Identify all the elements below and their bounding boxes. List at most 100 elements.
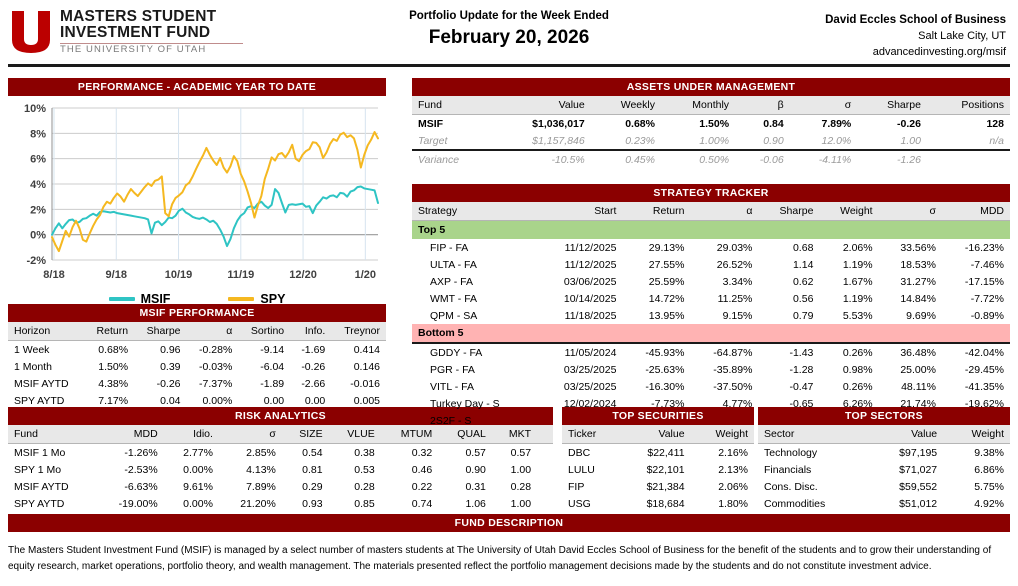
table-cell: 0.32	[411, 446, 433, 459]
table-cell: -1.43	[789, 346, 814, 359]
table-cell: -19.00%	[118, 497, 158, 510]
table-cell: QPM - SA	[430, 309, 478, 322]
legend-swatch-spy	[228, 297, 255, 301]
table-row: LULU $22,101 2.13%	[562, 461, 754, 478]
column-header: Treynor	[331, 322, 386, 341]
top-sectors-panel: TOP SECTORS Sector Value Weight Technology…	[758, 407, 1010, 512]
column-header: Monthly	[660, 96, 736, 115]
table-cell: 21.74%	[900, 397, 936, 410]
table-cell: 0.00	[263, 394, 285, 407]
table-cell	[537, 444, 553, 462]
table-cell: 0.93	[302, 497, 323, 510]
column-header: Weekly	[590, 96, 661, 115]
table-cell: 21.20%	[240, 497, 276, 510]
table-cell: 1.50%	[699, 117, 730, 130]
table-cell: 5.53%	[842, 309, 873, 322]
table-row: VITL - FA 03/25/2025 -16.30% -37.50% -0.47 0.…	[412, 378, 1010, 395]
table-cell: -19.62%	[964, 397, 1004, 410]
table-cell	[537, 495, 553, 512]
table-cell: 0.04	[160, 394, 181, 407]
table-cell: -7.72%	[970, 292, 1004, 305]
table-cell: PGR - FA	[430, 363, 475, 376]
svg-text:11/19: 11/19	[227, 269, 254, 281]
table-cell: SPY AYTD	[14, 497, 65, 510]
table-cell: 2S2F - S	[430, 414, 472, 427]
table-cell: 25.00%	[900, 363, 936, 376]
column-header: MTUM	[380, 425, 439, 444]
table-cell: 0.00%	[183, 497, 213, 510]
table-cell: Turkey Day - S	[430, 397, 500, 410]
table-group-row: Top 5	[412, 220, 1010, 239]
table-cell: -35.89%	[713, 363, 753, 376]
top-sectors-title: TOP SECTORS	[758, 407, 1010, 425]
table-body: MSIF $1,036,017 0.68% 1.50% 0.84 7.89% -0.26 12…	[412, 115, 1010, 169]
table-cell: 4.38%	[98, 377, 129, 390]
table-row: DBC $22,411 2.16%	[562, 444, 754, 462]
table-cell: 1.50%	[98, 360, 129, 373]
table-row: MSIF AYTD -6.63% 9.61% 7.89% 0.29 0.28 0.22 0.3…	[8, 478, 553, 495]
column-header: Sortino	[238, 322, 291, 341]
table-cell: 11/12/2025	[564, 258, 617, 271]
fund-description-title: FUND DESCRIPTION	[8, 514, 1010, 532]
table-cell: 0.005	[353, 394, 380, 407]
table-cell: 7.89%	[821, 117, 852, 130]
table-cell: Commodities	[764, 497, 826, 510]
table-cell: -4.11%	[818, 153, 852, 166]
table-cell: USG	[568, 497, 591, 510]
table-cell: 5.75%	[974, 480, 1004, 493]
svg-text:9/18: 9/18	[106, 269, 127, 281]
column-header: Sharpe	[758, 202, 820, 221]
performance-chart-svg: -2% 0% 2% 4% 6% 8% 10% 8/18 9/18 10/19 11/19 12/20 1…	[24, 103, 379, 281]
website-url: advancedinvesting.org/msif	[872, 45, 1006, 58]
table-cell: -2.66	[301, 377, 326, 390]
table-cell: -7.73%	[651, 397, 685, 410]
table-cell: 0.00%	[202, 394, 233, 407]
column-header: σ	[878, 202, 942, 221]
table-cell: -7.46%	[970, 258, 1004, 271]
table-cell: 0.50%	[699, 153, 730, 166]
table-cell: 9.69%	[906, 309, 936, 322]
table-cell: Variance	[418, 153, 460, 166]
column-header: Strategy	[412, 202, 537, 221]
table-cell: 48.11%	[901, 380, 936, 393]
table-cell: -0.06	[759, 153, 784, 166]
table-cell: SPY 1 Mo	[14, 463, 62, 476]
table-cell: WMT - FA	[430, 292, 478, 305]
column-header: Return	[84, 322, 135, 341]
legend-label-msif: MSIF	[140, 292, 171, 306]
table-cell: Financials	[764, 463, 812, 476]
legend-label-spy: SPY	[260, 292, 286, 306]
column-header: Idio.	[163, 425, 219, 444]
table-cell: -16.30%	[645, 380, 685, 393]
performance-chart: -2% 0% 2% 4% 6% 8% 10% 8/18 9/18 10/19 11/19 12/20 1…	[8, 100, 386, 290]
table-cell: 0.79	[792, 309, 814, 322]
table-cell: VITL - FA	[430, 380, 474, 393]
header-center: Portfolio Update for the Week Ended Febr…	[0, 10, 1018, 49]
performance-chart-title: PERFORMANCE - ACADEMIC YEAR TO DATE	[8, 78, 386, 96]
table-row: USG $18,684 1.80%	[562, 495, 754, 512]
fund-description-panel: FUND DESCRIPTION The Masters Student Inv…	[8, 514, 1010, 574]
column-header: Value	[492, 96, 591, 115]
svg-text:4%: 4%	[30, 179, 46, 191]
table-row: Commodities $51,012 4.92%	[758, 495, 1010, 512]
table-cell: 27.55%	[648, 258, 685, 271]
table-cell: 0.90	[735, 132, 790, 151]
svg-text:10%: 10%	[24, 103, 46, 115]
msif-logo: MASTERS STUDENT INVESTMENT FUND THE UNIV…	[10, 9, 243, 55]
table-cell: 0.28	[354, 480, 375, 493]
table-cell: 2.06%	[842, 241, 873, 254]
table-row: SPY AYTD 7.17% 0.04 0.00% 0.00 0.00 0.005	[8, 392, 386, 409]
table-cell: 1.00%	[660, 132, 736, 151]
svg-text:10/19: 10/19	[165, 269, 193, 281]
column-header: α	[690, 202, 759, 221]
utah-u-icon	[12, 11, 50, 53]
table-cell: -0.26	[897, 117, 921, 130]
table-cell: -0.28%	[199, 343, 233, 356]
column-header: VLUE	[328, 425, 381, 444]
table-cell	[927, 150, 1010, 168]
column-header: Value	[619, 425, 691, 444]
logo-divider	[60, 42, 243, 45]
column-header: MDD	[96, 425, 164, 444]
table-cell: 0.81	[302, 463, 323, 476]
